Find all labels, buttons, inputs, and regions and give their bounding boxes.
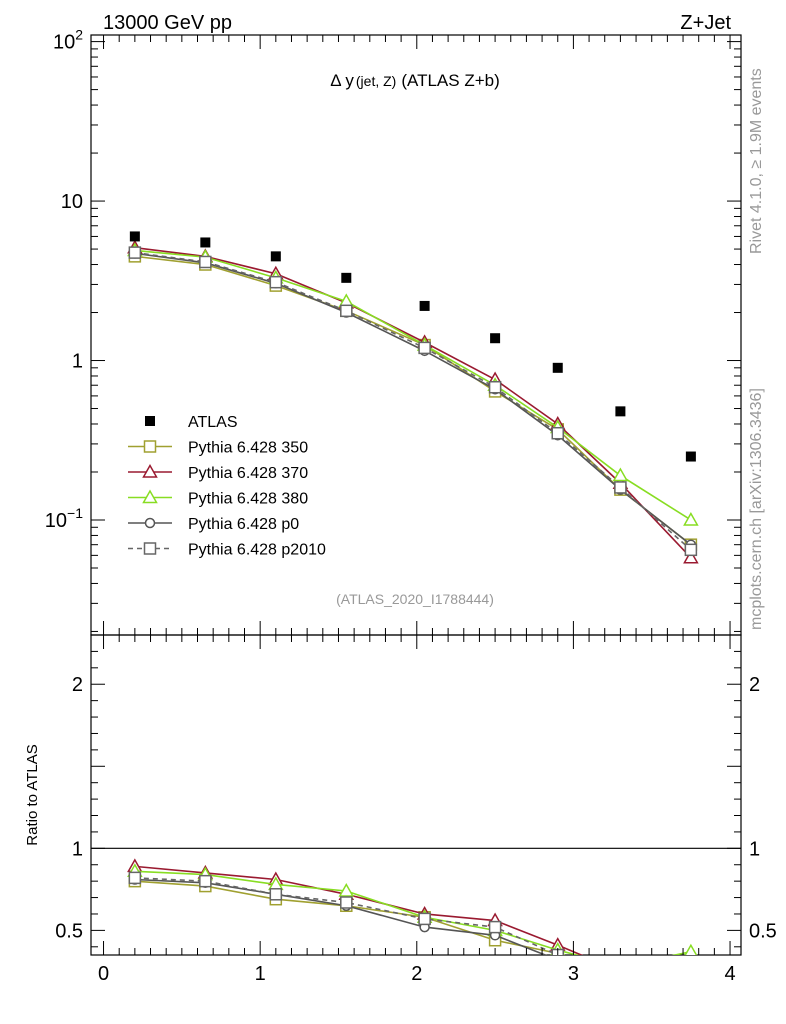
data-point [270,251,281,262]
main-y-tick-label: 1 [72,351,83,373]
series-ratio-point [418,912,431,926]
ratio-plot-layer [127,858,698,985]
main-plot-layer [127,231,699,564]
legend-atlas-label: ATLAS [188,414,238,431]
series-point [340,304,353,318]
series-ratio-line [134,877,561,955]
series-ratio-point [340,896,353,909]
series-point [683,549,699,564]
main-y-tick-label: 102 [53,27,83,54]
mcplots-reference-label: mcplots.cern.ch [arXiv:1306.3436] [748,388,765,630]
legend-series-label: Pythia 6.428 350 [188,440,308,457]
ratio-y-tick-label: 1 [72,838,83,860]
x-tick-label: 3 [568,963,579,985]
x-tick-label: 4 [724,963,735,985]
data-point [129,231,140,242]
series-ratio-point [488,920,502,934]
analysis-id-label: (ATLAS_2020_I1788444) [336,591,494,607]
data-point [552,362,563,373]
series-ratio-point [199,874,212,888]
plot-title-observable: Δ y [330,71,354,90]
series-ratio-point [615,971,626,982]
series-ratio-point [685,974,696,985]
legend-series-marker [143,542,157,555]
series-ratio-point [614,960,627,972]
series-ratio-point [269,888,283,901]
ratio-y-tick-label: 0.5 [55,920,83,942]
x-tick-label: 1 [255,963,266,985]
series-point [614,481,627,494]
main-y-tick-label-exponent: −1 [67,505,83,521]
legend-series-marker [144,517,156,529]
legend-series-label: Pythia 6.428 370 [188,465,308,482]
header-energy-label: 13000 GeV pp [103,12,232,34]
series-point [683,511,699,526]
header-process-label: Z+Jet [680,12,731,34]
series-line [134,246,692,559]
x-tick-label: 0 [98,963,109,985]
data-point [615,406,626,417]
legend-series-marker [142,463,158,478]
data-point [490,333,501,344]
series-ratio-point [616,975,625,984]
legend: ATLAS Pythia 6.428 350 Pythia 6.428 370 Pyt… [128,414,326,559]
series-point [551,426,564,440]
series-point [612,467,629,482]
series-point [684,543,698,557]
series-ratio-point [615,972,626,983]
data-point [419,300,430,311]
plot-title-analysis: (ATLAS Z+b) [401,71,499,90]
ratio-y-tick-label-right: 2 [749,674,760,696]
data-point [341,272,352,283]
ratio-y-tick-label-right: 0.5 [749,920,777,942]
legend-series-label: Pythia 6.428 p0 [188,516,299,533]
series-point [199,255,212,269]
rivet-version-label: Rivet 4.1.0, ≥ 1.9M events [748,68,765,254]
main-y-tick-label-base: 10 [53,32,75,54]
ratio-plot-frame [90,634,742,956]
series-ratio-point [555,954,560,955]
legend-series-marker [142,489,158,504]
legend-series-marker [143,440,157,453]
series-ratio-point [685,974,696,985]
main-y-tick-label: 10 [61,191,83,213]
ratio-y-tick-label: 2 [72,674,83,696]
main-y-tick-label-exponent: 2 [75,27,83,43]
legend-series-label: Pythia 6.428 p2010 [188,542,326,559]
data-point [200,237,211,248]
ratio-y-tick-label-right: 1 [749,838,760,860]
data-point [685,451,696,462]
series-point [488,380,502,394]
plot-title-arguments: (jet, Z) [356,73,396,89]
series-ratio-point [128,871,142,885]
series-point [128,246,142,259]
ratio-axis-label: Ratio to ATLAS [24,744,41,845]
series-ratio-point [684,943,698,955]
main-y-tick-label: 10−1 [45,505,83,532]
series-ratio-point [614,965,627,977]
series-ratio-point [338,882,355,897]
series-point [418,341,431,355]
legend-series-label: Pythia 6.428 380 [188,491,308,508]
main-y-tick-label-base: 10 [45,510,67,532]
series-ratio-point [684,973,697,985]
series-ratio-point [686,975,695,984]
series-point [269,275,283,289]
x-tick-label: 2 [411,963,422,985]
legend-atlas-marker [145,416,155,426]
plot-title: Δ y (jet, Z) (ATLAS Z+b) [330,71,500,90]
